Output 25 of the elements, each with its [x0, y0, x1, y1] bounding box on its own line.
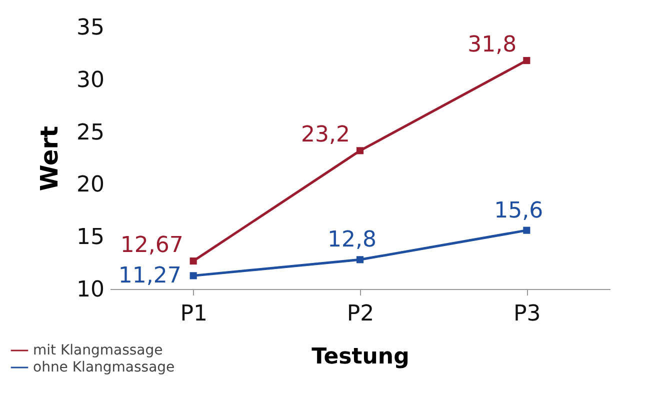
y-tick-label: 30	[76, 68, 104, 93]
y-axis-title: Wert	[36, 126, 64, 192]
data-label: 31,8	[468, 32, 517, 58]
data-label: 11,27	[118, 264, 182, 289]
x-tick-label: P2	[346, 302, 374, 326]
y-tick-label: 35	[76, 16, 104, 40]
point	[190, 272, 197, 280]
x-tick-label: P1	[180, 302, 208, 326]
point	[356, 147, 364, 154]
point	[523, 226, 530, 234]
legend-label: mit Klangmassage	[33, 342, 163, 358]
legend-label: ohne Klangmassage	[33, 360, 175, 376]
point	[190, 257, 197, 265]
data-label: 12,67	[120, 233, 184, 258]
data-label: 12,8	[328, 228, 376, 253]
point	[356, 256, 364, 264]
y-tick-label: 15	[76, 225, 104, 250]
x-axis-title: Testung	[312, 344, 410, 370]
y-tick-label: 25	[76, 120, 104, 146]
y-tick-label: 20	[76, 172, 104, 198]
data-label: 15,6	[494, 198, 544, 224]
x-tick-label: P3	[514, 302, 541, 326]
y-tick-label: 10	[76, 278, 104, 302]
point	[523, 57, 530, 64]
data-label: 23,2	[301, 122, 350, 148]
